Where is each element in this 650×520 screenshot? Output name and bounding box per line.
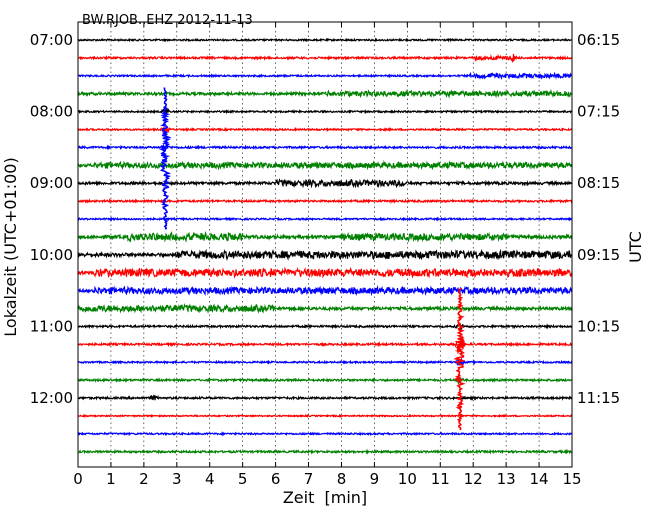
y-tick-label-left: 11:00 bbox=[30, 317, 73, 335]
x-tick-label: 13 bbox=[497, 470, 516, 488]
y-tick-label-right: 09:15 bbox=[577, 246, 620, 264]
x-tick-label: 1 bbox=[106, 470, 116, 488]
y-tick-label-left: 12:00 bbox=[30, 389, 73, 407]
y-tick-label-right: 11:15 bbox=[577, 389, 620, 407]
trace-7 bbox=[77, 141, 573, 152]
trace-21 bbox=[77, 394, 573, 401]
x-tick-label: 2 bbox=[139, 470, 149, 488]
trace-14 bbox=[77, 266, 573, 279]
y-tick-label-right: 07:15 bbox=[577, 103, 620, 121]
x-tick-label: 6 bbox=[271, 470, 281, 488]
trace-9 bbox=[77, 177, 573, 189]
trace-group bbox=[77, 37, 573, 455]
y-tick-label-right: 08:15 bbox=[577, 174, 620, 192]
grid-lines bbox=[110, 22, 540, 467]
event-spike-2 bbox=[453, 288, 466, 431]
trace-10 bbox=[77, 198, 573, 205]
trace-5 bbox=[77, 107, 573, 115]
x-tick-label: 11 bbox=[431, 470, 450, 488]
x-tick-label: 12 bbox=[464, 470, 483, 488]
x-axis-ticks: 0 1 2 3 4 5 6 7 8 9 10 11 12 13 14 15 bbox=[73, 22, 582, 488]
trace-8 bbox=[77, 159, 573, 171]
trace-24 bbox=[77, 448, 573, 455]
trace-19 bbox=[77, 357, 573, 366]
trace-22 bbox=[77, 413, 573, 419]
trace-20 bbox=[77, 376, 573, 385]
event-spikes bbox=[158, 87, 466, 431]
trace-1 bbox=[77, 37, 573, 43]
y-tick-label-left: 09:00 bbox=[30, 174, 73, 192]
trace-11 bbox=[77, 216, 573, 222]
trace-12 bbox=[77, 230, 573, 243]
y-tick-label-left: 07:00 bbox=[30, 31, 73, 49]
y-tick-label-right: 06:15 bbox=[577, 31, 620, 49]
trace-17 bbox=[77, 321, 573, 331]
trace-3 bbox=[77, 71, 573, 80]
x-tick-label: 15 bbox=[562, 470, 581, 488]
x-axis-label: Zeit [min] bbox=[283, 488, 367, 507]
y-axis-left-ticks: 07:00 08:00 09:00 10:00 11:00 12:00 bbox=[30, 31, 83, 407]
x-tick-label: 4 bbox=[205, 470, 215, 488]
y-axis-right-ticks: 06:15 07:15 08:15 09:15 10:15 11:15 bbox=[567, 31, 620, 407]
trace-4 bbox=[77, 88, 573, 99]
trace-16 bbox=[77, 302, 573, 314]
x-tick-label: 3 bbox=[172, 470, 182, 488]
x-tick-label: 10 bbox=[398, 470, 417, 488]
x-tick-label: 9 bbox=[370, 470, 380, 488]
y-tick-label-right: 10:15 bbox=[577, 317, 620, 335]
trace-23 bbox=[77, 431, 573, 437]
x-tick-label: 14 bbox=[530, 470, 549, 488]
trace-6 bbox=[77, 126, 573, 134]
y-tick-label-left: 08:00 bbox=[30, 103, 73, 121]
chart-title: BW.RJOB..EHZ 2012-11-13 bbox=[82, 13, 253, 28]
trace-18 bbox=[77, 336, 573, 354]
trace-13 bbox=[77, 248, 573, 262]
y-tick-label-left: 10:00 bbox=[30, 246, 73, 264]
x-tick-label: 0 bbox=[73, 470, 83, 488]
event-spike-1 bbox=[158, 87, 172, 230]
plot-frame bbox=[77, 21, 573, 468]
y-axis-left-label: Lokalzeit (UTC+01:00) bbox=[1, 157, 20, 336]
trace-2 bbox=[77, 53, 573, 63]
x-tick-label: 7 bbox=[304, 470, 314, 488]
x-tick-label: 8 bbox=[337, 470, 347, 488]
y-axis-right-label: UTC bbox=[626, 231, 645, 263]
trace-15 bbox=[77, 284, 573, 297]
x-tick-label: 5 bbox=[238, 470, 248, 488]
